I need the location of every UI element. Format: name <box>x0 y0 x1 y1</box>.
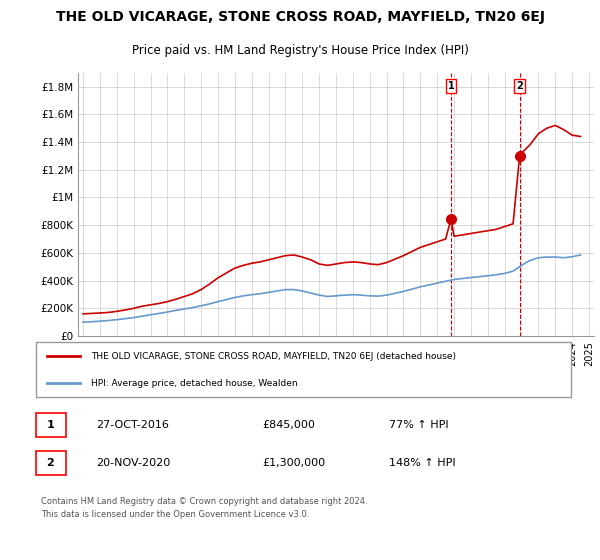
Text: THE OLD VICARAGE, STONE CROSS ROAD, MAYFIELD, TN20 6EJ (detached house): THE OLD VICARAGE, STONE CROSS ROAD, MAYF… <box>91 352 456 361</box>
Text: 77% ↑ HPI: 77% ↑ HPI <box>389 419 448 430</box>
Text: 27-OCT-2016: 27-OCT-2016 <box>96 419 169 430</box>
Text: 148% ↑ HPI: 148% ↑ HPI <box>389 458 455 468</box>
Text: Contains HM Land Registry data © Crown copyright and database right 2024.
This d: Contains HM Land Registry data © Crown c… <box>41 497 368 519</box>
Text: Price paid vs. HM Land Registry's House Price Index (HPI): Price paid vs. HM Land Registry's House … <box>131 44 469 57</box>
FancyBboxPatch shape <box>35 451 66 475</box>
Text: THE OLD VICARAGE, STONE CROSS ROAD, MAYFIELD, TN20 6EJ: THE OLD VICARAGE, STONE CROSS ROAD, MAYF… <box>56 10 545 24</box>
Text: 1: 1 <box>47 419 54 430</box>
FancyBboxPatch shape <box>35 413 66 437</box>
Text: 2: 2 <box>516 81 523 91</box>
Text: 1: 1 <box>448 81 454 91</box>
Text: 20-NOV-2020: 20-NOV-2020 <box>96 458 170 468</box>
Text: £1,300,000: £1,300,000 <box>262 458 325 468</box>
Text: 2: 2 <box>47 458 54 468</box>
FancyBboxPatch shape <box>35 342 571 398</box>
Text: HPI: Average price, detached house, Wealden: HPI: Average price, detached house, Weal… <box>91 379 298 388</box>
Text: £845,000: £845,000 <box>262 419 315 430</box>
